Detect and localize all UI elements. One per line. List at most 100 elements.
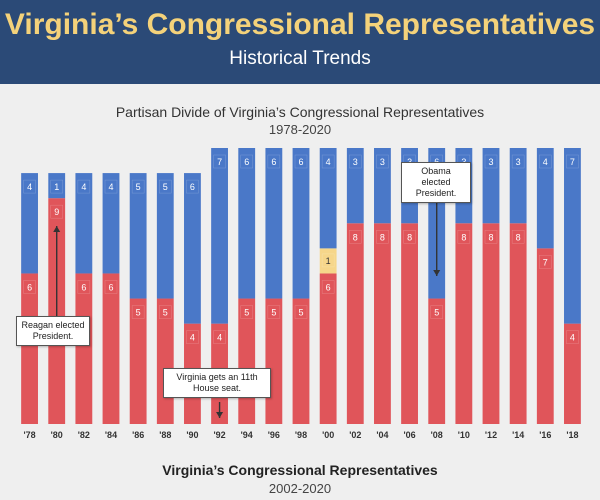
bar-label-bg <box>294 154 308 169</box>
bar-segment-republican <box>482 223 500 424</box>
x-tick-label: '18 <box>566 430 578 440</box>
x-tick-label: '78 <box>23 430 35 440</box>
bar-label-bg <box>403 230 416 244</box>
bar-label-bg <box>50 204 63 219</box>
bar-data-label: 5 <box>298 308 303 318</box>
bar-label-bg <box>159 305 172 319</box>
bar-segment-democrat <box>536 148 554 249</box>
x-tick-label: '14 <box>512 430 524 440</box>
x-tick-label: '04 <box>376 430 388 440</box>
bar-data-label: 8 <box>488 232 493 242</box>
bar-label-bg <box>457 230 471 244</box>
x-tick-label: '88 <box>159 430 171 440</box>
x-tick-label: '98 <box>295 430 307 440</box>
bar-label-bg <box>77 179 91 194</box>
x-tick-label: '86 <box>132 430 144 440</box>
bar-segment-democrat <box>102 173 120 274</box>
bar-segment-republican <box>536 248 554 424</box>
annotation-obama: Obama elected President. <box>401 162 471 203</box>
annotation-obama-text: Obama elected President. <box>415 166 457 198</box>
arrow-reagan-head <box>53 226 61 232</box>
arrow-virginia-head <box>216 412 224 418</box>
bar-data-label: 5 <box>434 308 439 318</box>
bar-data-label: 1 <box>54 182 59 192</box>
bar-data-label: 5 <box>163 308 168 318</box>
bar-segment-democrat <box>129 173 147 299</box>
bar-segment-democrat <box>564 148 581 324</box>
page-subtitle: Historical Trends <box>229 48 371 69</box>
bar-label-bg <box>321 280 335 294</box>
header-banner: Virginia’s Congressional Representatives… <box>0 0 600 84</box>
bar-segment-democrat <box>292 148 310 299</box>
bar-group: 64 <box>21 173 38 424</box>
x-tick-label: '96 <box>268 430 280 440</box>
bar-group: 56 <box>292 148 310 424</box>
annotation-reagan: Reagan elected President. <box>16 316 90 346</box>
bar-data-label: 5 <box>244 308 249 318</box>
x-tick-label: '90 <box>186 430 198 440</box>
x-tick-label: '10 <box>458 430 470 440</box>
bar-data-label: 8 <box>380 232 385 242</box>
bar-data-label: 5 <box>136 182 141 192</box>
x-tick-label: '80 <box>51 430 63 440</box>
footer-title: Virginia’s Congressional Representatives <box>162 462 438 478</box>
bar-label-bg <box>349 154 362 169</box>
bar-label-bg <box>131 305 145 319</box>
footer-subtitle: 2002-2020 <box>268 481 332 496</box>
bar-data-label: 5 <box>271 308 276 318</box>
bar-label-bg <box>430 305 443 319</box>
bar-data-label: 7 <box>217 157 222 167</box>
bar-label-bg <box>159 179 172 194</box>
bar-label-bg <box>539 154 552 169</box>
bar-label-bg <box>539 255 552 269</box>
x-tick-label: '16 <box>539 430 551 440</box>
bar-data-label: 6 <box>27 282 32 292</box>
bar-group: 83 <box>482 148 500 424</box>
x-tick-label: '12 <box>485 430 497 440</box>
bar-data-label: 5 <box>136 308 141 318</box>
bar-data-label: 6 <box>244 157 249 167</box>
bar-data-label: 3 <box>380 157 385 167</box>
bar-data-label: 6 <box>108 282 113 292</box>
bar-group: 83 <box>346 148 364 424</box>
bar-label-bg <box>77 280 91 294</box>
x-tick-label: '84 <box>105 430 117 440</box>
bar-data-label: 4 <box>190 333 195 343</box>
bar-label-bg <box>566 154 579 169</box>
bar-segment-republican <box>102 273 120 424</box>
bar-segment-republican <box>21 273 38 424</box>
bar-label-bg <box>23 179 36 194</box>
bar-data-label: 8 <box>353 232 358 242</box>
bar-data-label: 6 <box>190 182 195 192</box>
bar-label-bg <box>376 154 389 169</box>
bar-segment-republican <box>428 298 446 424</box>
bar-label-bg <box>267 305 281 319</box>
bar-data-label: 5 <box>163 182 168 192</box>
bar-segment-democrat <box>265 148 283 299</box>
bar-label-bg <box>267 154 281 169</box>
bar-label-bg <box>104 179 118 194</box>
bar-data-label: 4 <box>108 182 113 192</box>
x-tick-label: '00 <box>322 430 334 440</box>
bar-label-bg <box>23 280 36 294</box>
bar-label-bg <box>50 179 63 194</box>
bar-label-bg <box>240 154 253 169</box>
bar-label-bg <box>321 253 335 268</box>
bar-data-label: 4 <box>570 333 575 343</box>
chart-title: Partisan Divide of Virginia’s Congressio… <box>115 104 485 120</box>
bar-segment-republican <box>564 323 581 424</box>
bar-data-label: 6 <box>326 282 331 292</box>
bar-segment-democrat <box>75 173 93 274</box>
bar-data-label: 7 <box>570 157 575 167</box>
bar-data-label: 8 <box>407 232 412 242</box>
bar-segment-republican <box>129 298 147 424</box>
bar-label-bg <box>511 154 525 169</box>
bar-label-bg <box>294 305 308 319</box>
bar-data-label: 4 <box>27 182 32 192</box>
x-tick-label: '02 <box>349 430 361 440</box>
bar-data-label: 4 <box>217 333 222 343</box>
bar-label-bg <box>186 330 199 344</box>
bar-label-bg <box>484 230 498 244</box>
bar-data-label: 8 <box>516 232 521 242</box>
